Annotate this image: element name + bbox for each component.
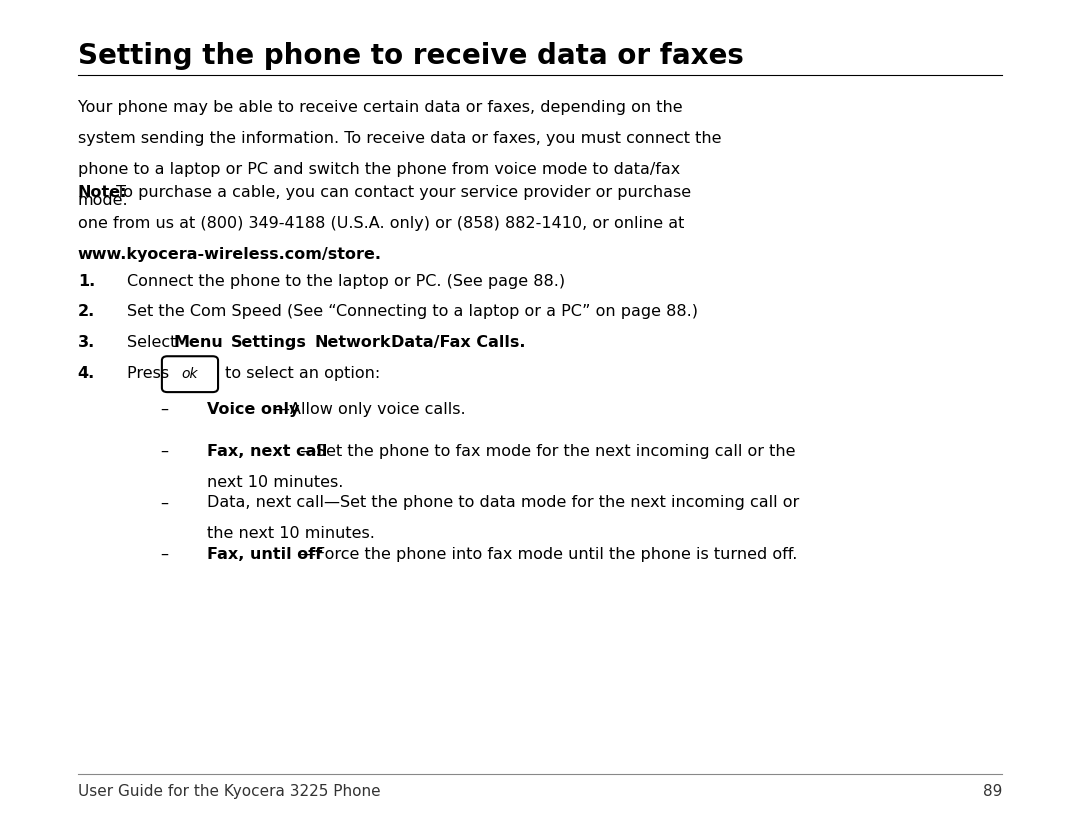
Text: Setting the phone to receive data or faxes: Setting the phone to receive data or fax… [78, 42, 744, 70]
Text: next 10 minutes.: next 10 minutes. [207, 475, 343, 490]
Text: Voice only: Voice only [207, 402, 300, 417]
Text: Menu: Menu [174, 335, 224, 350]
Text: 2.: 2. [78, 304, 95, 319]
Text: Press: Press [127, 366, 175, 381]
Text: —Allow only voice calls.: —Allow only voice calls. [274, 402, 465, 417]
Text: Settings: Settings [231, 335, 307, 350]
Text: –: – [160, 547, 167, 562]
Text: 3.: 3. [78, 335, 95, 350]
Text: www.kyocera-wireless.com/store.: www.kyocera-wireless.com/store. [78, 247, 381, 262]
Text: Your phone may be able to receive certain data or faxes, depending on the: Your phone may be able to receive certai… [78, 100, 683, 115]
Text: –: – [160, 402, 167, 417]
Text: mode.: mode. [78, 193, 129, 208]
Text: phone to a laptop or PC and switch the phone from voice mode to data/fax: phone to a laptop or PC and switch the p… [78, 162, 680, 177]
Text: –: – [160, 495, 167, 510]
Text: 89: 89 [983, 784, 1002, 799]
Text: Fax, until off: Fax, until off [207, 547, 323, 562]
Text: 1.: 1. [78, 274, 95, 289]
Text: To purchase a cable, you can contact your service provider or purchase: To purchase a cable, you can contact you… [111, 185, 691, 200]
Text: —Set the phone to fax mode for the next incoming call or the: —Set the phone to fax mode for the next … [300, 444, 796, 459]
Text: system sending the information. To receive data or faxes, you must connect the: system sending the information. To recei… [78, 131, 721, 146]
Text: –: – [160, 444, 167, 459]
Text: —Force the phone into fax mode until the phone is turned off.: —Force the phone into fax mode until the… [300, 547, 798, 562]
Text: Set the Com Speed (See “Connecting to a laptop or a PC” on page 88.): Set the Com Speed (See “Connecting to a … [127, 304, 699, 319]
Text: Fax, next call: Fax, next call [207, 444, 327, 459]
Text: Data, next call—Set the phone to data mode for the next incoming call or: Data, next call—Set the phone to data mo… [207, 495, 799, 510]
Text: one from us at (800) 349-4188 (U.S.A. only) or (858) 882-1410, or online at: one from us at (800) 349-4188 (U.S.A. on… [78, 216, 684, 231]
Text: Select: Select [127, 335, 181, 350]
Text: Note:: Note: [78, 185, 127, 200]
Text: Connect the phone to the laptop or PC. (See page 88.): Connect the phone to the laptop or PC. (… [127, 274, 566, 289]
Text: Data/Fax Calls.: Data/Fax Calls. [391, 335, 525, 350]
FancyBboxPatch shape [162, 356, 218, 392]
Text: ok: ok [181, 367, 199, 381]
Text: User Guide for the Kyocera 3225 Phone: User Guide for the Kyocera 3225 Phone [78, 784, 380, 799]
Text: 4.: 4. [78, 366, 95, 381]
Text: the next 10 minutes.: the next 10 minutes. [207, 526, 375, 541]
Text: Network: Network [314, 335, 391, 350]
Text: to select an option:: to select an option: [220, 366, 380, 381]
